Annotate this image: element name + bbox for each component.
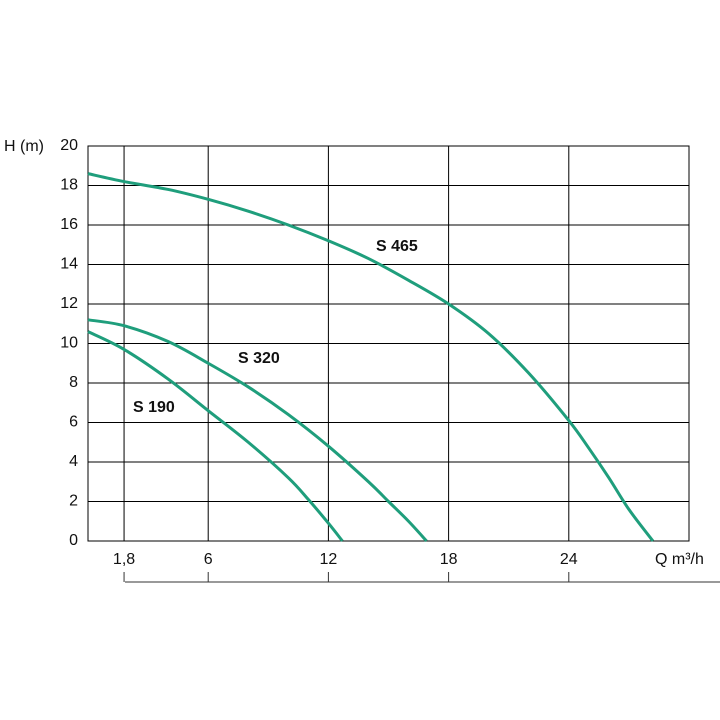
series-label: S 465 <box>376 238 418 255</box>
series-label: S 190 <box>133 399 175 416</box>
curve <box>87 330 344 542</box>
y-tick-label: 10 <box>60 335 78 352</box>
y-tick-label: 4 <box>69 453 78 470</box>
x-tick-label: 6 <box>204 551 213 568</box>
x-axis-label: Q m³/h <box>655 551 704 568</box>
y-tick-label: 8 <box>69 374 78 391</box>
curve <box>87 318 428 543</box>
plot-frame <box>87 145 690 542</box>
y-tick-label: 18 <box>60 177 78 194</box>
y-axis-label: H (m) <box>4 138 44 155</box>
y-tick-label: 16 <box>60 216 78 233</box>
x-tick-label: 24 <box>560 551 578 568</box>
x-tick-label: 18 <box>440 551 458 568</box>
y-tick-label: 0 <box>69 532 78 549</box>
series-label: S 320 <box>238 350 280 367</box>
x-tick-label: 1,8 <box>113 551 135 568</box>
y-tick-label: 2 <box>69 493 78 510</box>
curve <box>87 172 655 542</box>
x-tick-label: 12 <box>320 551 338 568</box>
y-tick-label: 14 <box>60 256 78 273</box>
y-tick-label: 6 <box>69 414 78 431</box>
y-tick-label: 20 <box>60 137 78 154</box>
y-tick-label: 12 <box>60 295 78 312</box>
